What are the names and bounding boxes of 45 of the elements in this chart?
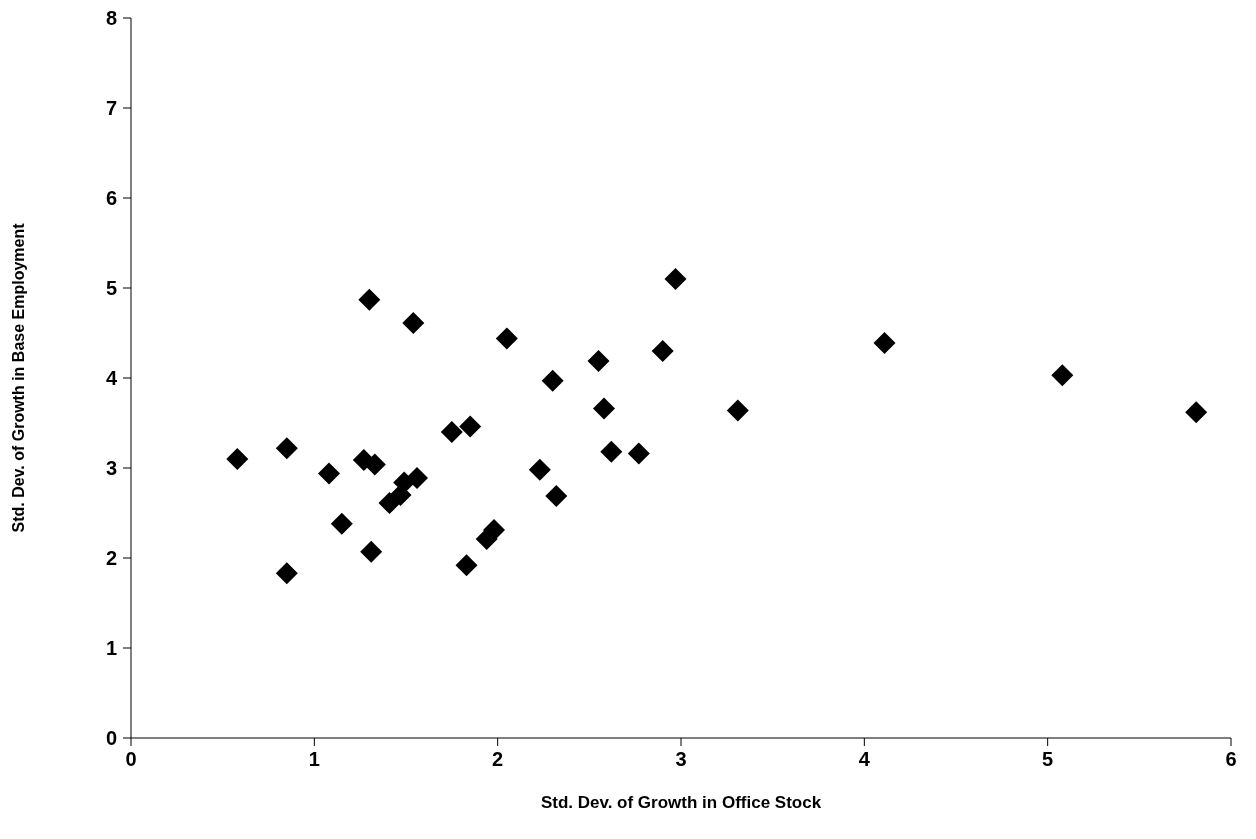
point (495, 327, 518, 350)
x-tick-label: 6 (1225, 748, 1237, 771)
x-tick-label: 2 (492, 748, 504, 771)
y-tick-label: 6 (105, 187, 117, 210)
point (475, 528, 498, 551)
y-tick-label: 0 (105, 727, 117, 750)
point (275, 437, 298, 460)
y-tick-label: 2 (105, 547, 117, 570)
point (226, 448, 249, 470)
point (455, 554, 478, 577)
point (651, 340, 674, 362)
x-tick-label: 4 (858, 748, 871, 771)
point (1051, 364, 1074, 387)
y-tick-label: 1 (105, 637, 117, 660)
point (360, 540, 383, 563)
point (440, 421, 463, 443)
x-axis-title: Std. Dev. of Growth in Office Stock (540, 793, 822, 812)
point (318, 462, 340, 485)
point (330, 512, 353, 535)
point (627, 442, 650, 465)
point (402, 312, 425, 335)
point (1185, 401, 1208, 424)
y-tick-label: 3 (105, 457, 117, 480)
y-axis-title: Std. Dev. of Growth in Base Employment (9, 222, 27, 533)
point (358, 288, 381, 311)
point (726, 399, 749, 422)
x-tick-label: 0 (125, 748, 137, 771)
point (541, 369, 564, 392)
point (664, 268, 687, 290)
y-tick-label: 8 (105, 7, 117, 30)
y-tick-label: 5 (105, 277, 117, 300)
point (459, 415, 482, 438)
point (600, 440, 623, 463)
y-tick-label: 4 (105, 367, 118, 390)
point (275, 562, 298, 585)
point (389, 484, 412, 506)
x-tick-label: 1 (308, 748, 320, 771)
point (528, 458, 551, 481)
x-tick-label: 5 (1042, 748, 1054, 771)
y-tick-label: 7 (105, 97, 117, 120)
point (587, 349, 610, 372)
point (593, 397, 615, 420)
point (545, 484, 568, 507)
x-tick-label: 3 (675, 748, 687, 771)
point (873, 331, 896, 354)
